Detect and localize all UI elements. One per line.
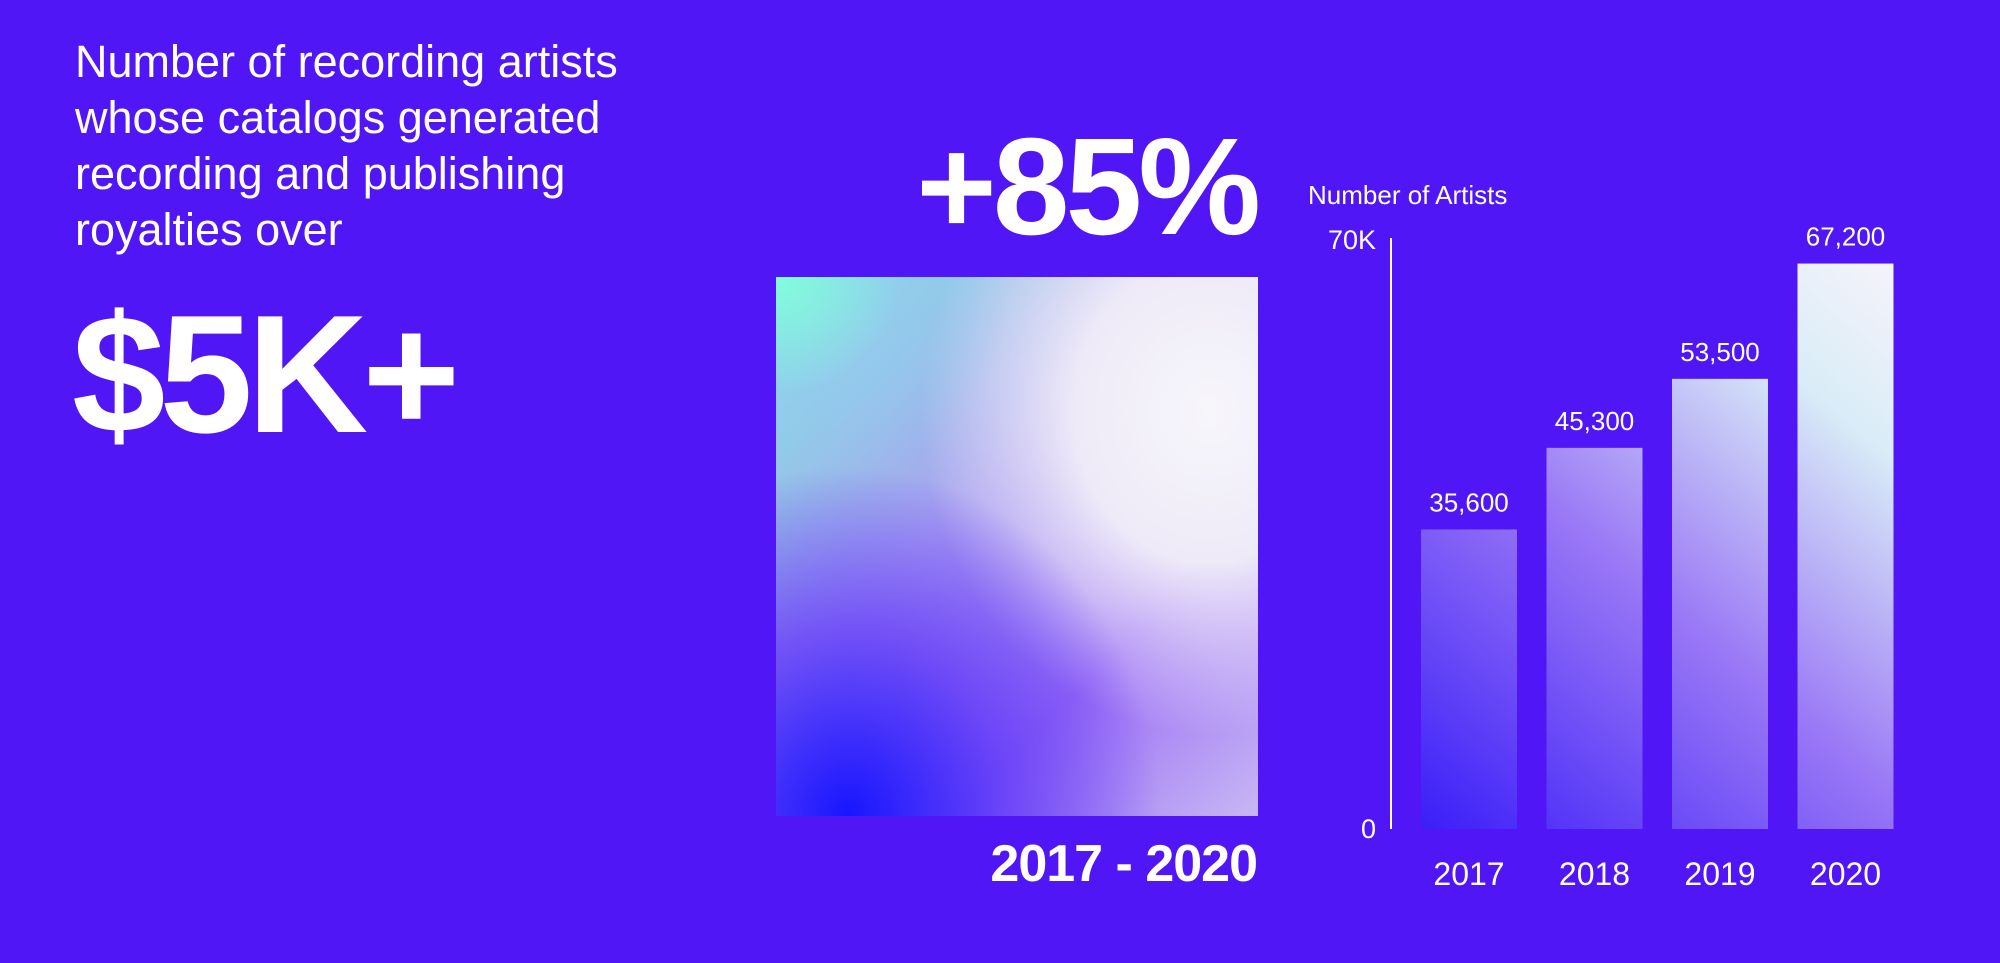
x-tick-label: 2019 — [1684, 856, 1755, 892]
x-tick-label: 2018 — [1559, 856, 1630, 892]
x-tick-label: 2020 — [1810, 856, 1881, 892]
x-tick-label: 2017 — [1433, 856, 1504, 892]
bar-value-label: 35,600 — [1429, 487, 1509, 517]
bar-value-label: 67,200 — [1806, 222, 1886, 252]
bar-value-label: 45,300 — [1555, 406, 1635, 436]
y-tick-label: 70K — [1328, 225, 1376, 255]
y-tick-label: 0 — [1361, 814, 1376, 844]
chart-headline: Number of recording artists whose catalo… — [75, 36, 618, 255]
bar — [1546, 447, 1643, 829]
period-label: 2017 - 2020 — [990, 835, 1258, 893]
bar — [1797, 263, 1894, 829]
royalty-threshold: $5K+ — [72, 280, 460, 468]
gradient-art-square — [776, 277, 1258, 816]
bar-value-label: 53,500 — [1680, 337, 1760, 367]
growth-percentage: +85% — [916, 110, 1261, 264]
bar — [1421, 529, 1517, 829]
y-axis-label: Number of Artists — [1308, 180, 1507, 210]
bar — [1672, 378, 1768, 829]
